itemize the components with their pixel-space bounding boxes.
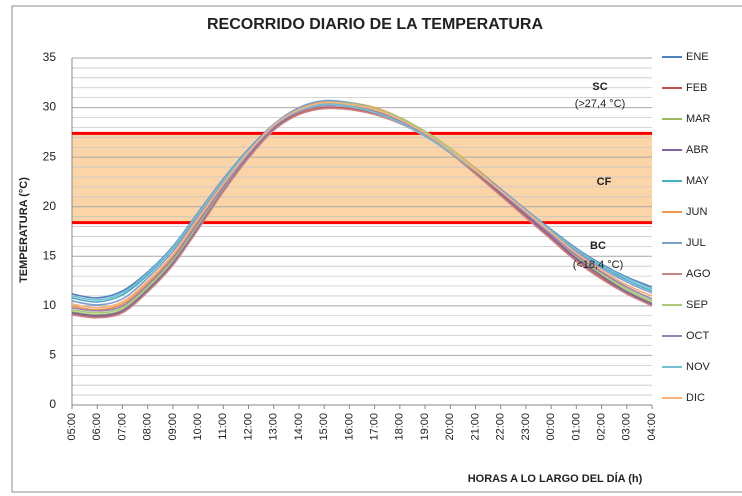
y-tick-label: 30 (43, 100, 57, 114)
y-tick-label: 25 (43, 149, 57, 163)
y-tick-label: 20 (43, 199, 57, 213)
x-tick-label: 08:00 (142, 413, 154, 441)
x-tick-label: 02:00 (595, 413, 607, 441)
x-tick-label: 15:00 (318, 413, 330, 441)
annotation: SC (592, 81, 607, 93)
x-tick-label: 19:00 (419, 413, 431, 441)
annotation: (<18,4 °C) (573, 259, 624, 271)
legend-label: OCT (686, 330, 710, 342)
annotation: CF (597, 176, 612, 188)
y-tick-label: 35 (43, 50, 57, 64)
legend-label: FEB (686, 82, 707, 94)
legend-label: MAY (686, 175, 710, 187)
x-tick-label: 05:00 (66, 413, 78, 441)
legend-label: ENE (686, 51, 709, 63)
series-line (71, 103, 653, 301)
legend-label: NOV (686, 361, 711, 373)
x-tick-label: 04:00 (646, 413, 658, 441)
legend-label: SEP (686, 299, 708, 311)
legend-label: DIC (686, 392, 705, 404)
x-tick-label: 10:00 (192, 413, 204, 441)
x-tick-label: 20:00 (444, 413, 456, 441)
chart-title: RECORRIDO DIARIO DE LA TEMPERATURA (207, 16, 543, 33)
x-tick-label: 03:00 (621, 413, 633, 441)
x-tick-label: 07:00 (116, 413, 128, 441)
x-tick-label: 21:00 (469, 413, 481, 441)
x-tick-label: 16:00 (343, 413, 355, 441)
y-tick-label: 15 (43, 248, 57, 262)
x-tick-label: 23:00 (520, 413, 532, 441)
x-tick-label: 11:00 (217, 413, 229, 440)
legend-label: JUN (686, 206, 707, 218)
x-tick-label: 14:00 (293, 413, 305, 441)
x-tick-label: 00:00 (545, 413, 557, 441)
x-tick-label: 09:00 (167, 413, 179, 441)
y-axis-label: TEMPERATURA (°C) (18, 177, 30, 283)
series-line (71, 101, 653, 309)
series-line (71, 107, 653, 319)
x-tick-label: 01:00 (570, 413, 582, 441)
legend-label: MAR (686, 113, 711, 125)
x-tick-label: 22:00 (495, 413, 507, 441)
annotation: (>27,4 °C) (575, 98, 626, 110)
annotation: BC (590, 240, 606, 252)
x-tick-label: 12:00 (242, 413, 254, 441)
y-tick-label: 5 (49, 348, 56, 362)
x-tick-label: 18:00 (394, 413, 406, 441)
legend-label: ABR (686, 144, 709, 156)
legend-label: JUL (686, 237, 706, 249)
y-tick-label: 10 (43, 298, 57, 312)
x-tick-label: 13:00 (268, 413, 280, 441)
x-tick-label: 17:00 (369, 413, 381, 441)
x-tick-label: 06:00 (91, 413, 103, 441)
legend-label: AGO (686, 268, 711, 280)
comfort-band (72, 133, 652, 223)
chart-border (11, 5, 742, 493)
y-tick-label: 0 (49, 397, 56, 411)
x-axis-label: HORAS A LO LARGO DEL DÍA (h) (468, 472, 643, 485)
